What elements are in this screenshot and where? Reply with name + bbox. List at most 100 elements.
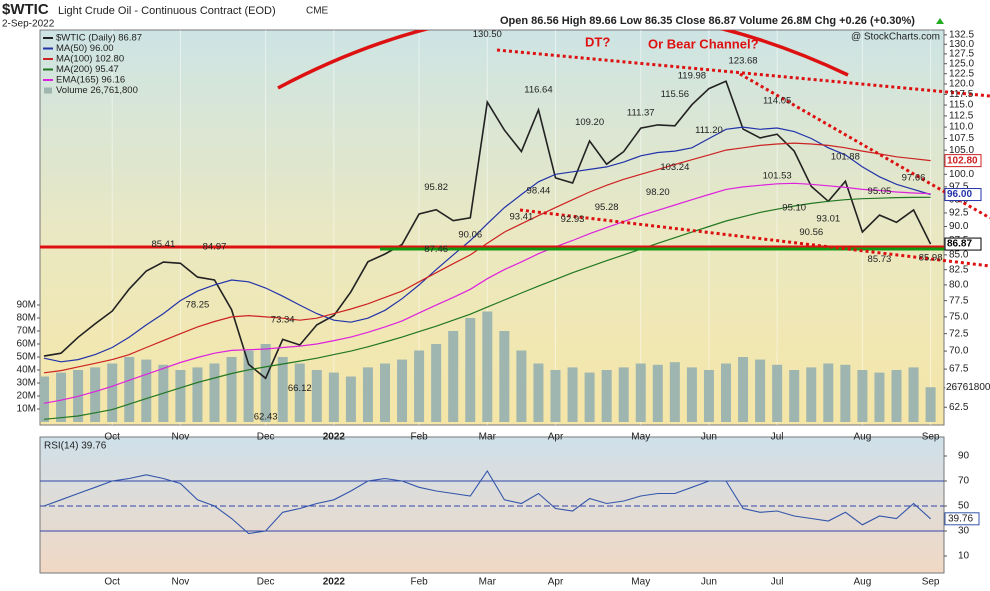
volume-bar xyxy=(328,372,339,423)
y-tick-label: 70.0 xyxy=(949,346,969,357)
x-tick-label: Aug xyxy=(854,432,872,443)
price-tag xyxy=(944,237,982,251)
volume-bar xyxy=(448,330,459,423)
x-tick-label: Dec xyxy=(257,432,275,443)
price-annotation: 95.28 xyxy=(595,202,619,213)
y-tick-label: 130.0 xyxy=(949,39,974,50)
volume-bar xyxy=(925,387,936,423)
series-line xyxy=(43,196,931,420)
y-tick-label: 100.0 xyxy=(949,169,974,180)
price-annotation: 115.56 xyxy=(661,89,689,100)
legend-label: Volume 26,761,800 xyxy=(56,85,138,96)
rsi-line xyxy=(43,469,931,535)
y2-tick-label: 60M xyxy=(17,339,36,350)
arc xyxy=(277,30,849,90)
price-annotation: 62.43 xyxy=(254,411,278,422)
volume-bar xyxy=(124,356,135,423)
price-annotation: 123.68 xyxy=(729,55,758,66)
x-tick-label: Oct xyxy=(104,577,120,588)
instrument-name: Light Crude Oil - Continuous Contract (E… xyxy=(58,5,276,17)
volume-bar xyxy=(601,370,612,423)
quote: Open 86.56 High 89.66 Low 86.35 Close 86… xyxy=(500,15,915,27)
volume-bar xyxy=(499,330,510,423)
rsi-panel xyxy=(39,436,945,574)
x-tick-label: Oct xyxy=(104,432,120,443)
y-tick-label: 97.5 xyxy=(949,181,969,192)
volume-bar xyxy=(823,363,834,423)
y2-tick-label: 40M xyxy=(17,365,36,376)
volume-bar xyxy=(618,367,629,423)
legend-label: MA(200) 95.47 xyxy=(56,64,119,75)
price-annotation: 109.20 xyxy=(575,117,604,128)
price-annotation: 84.97 xyxy=(203,242,227,253)
price-annotation: 97.66 xyxy=(902,173,926,184)
rsi-tick-label: 70 xyxy=(958,476,970,487)
volume-bar xyxy=(260,343,271,423)
volume-bar xyxy=(738,356,749,423)
price-annotation: 66.12 xyxy=(288,383,312,394)
x-tick-label: Mar xyxy=(479,432,497,443)
x-tick-label: Apr xyxy=(548,577,564,588)
volume-bar xyxy=(226,356,237,423)
y-tick-label: 82.5 xyxy=(949,264,969,275)
rsi-tick-label: 30 xyxy=(958,526,970,537)
x-tick-label: Sep xyxy=(922,577,940,588)
series-line xyxy=(43,142,931,374)
x-tick-label: May xyxy=(631,432,650,443)
volume-bar xyxy=(192,367,203,423)
note: Or Bear Channel? xyxy=(648,36,759,51)
volume-bar xyxy=(857,370,868,423)
x-tick-label: Nov xyxy=(172,577,190,588)
volume-tag-label: 26761800 xyxy=(946,382,990,393)
x-tick-label: Dec xyxy=(257,577,275,588)
legend-label: MA(100) 102.80 xyxy=(56,54,124,65)
volume-bar xyxy=(465,317,476,423)
price-annotation: 90.56 xyxy=(799,227,823,238)
price-annotation: 93.01 xyxy=(816,214,840,225)
x-tick-label: Sep xyxy=(922,432,940,443)
price-tag-label: 96.00 xyxy=(947,189,972,200)
price-annotation: 111.20 xyxy=(695,125,723,136)
y-tick-label: 122.5 xyxy=(949,68,974,79)
volume-bar xyxy=(482,311,493,423)
price-annotation: 85.98 xyxy=(919,253,943,264)
volume-bar xyxy=(243,350,254,423)
channel-top xyxy=(496,48,990,98)
volume-bar xyxy=(772,364,783,423)
x-tick-label: Jul xyxy=(771,577,784,588)
series-line xyxy=(43,80,932,380)
price-annotation: 98.20 xyxy=(646,187,670,198)
x-tick-label: Apr xyxy=(548,432,564,443)
volume-bar xyxy=(874,372,885,423)
volume-bar xyxy=(533,363,544,423)
price-annotation: 85.41 xyxy=(151,239,175,250)
price-annotation: 130.50 xyxy=(473,29,502,40)
volume-bar xyxy=(56,372,67,423)
date: 2-Sep-2022 xyxy=(2,19,55,30)
rsi-tick-label: 90 xyxy=(958,451,970,462)
volume-bar xyxy=(635,363,646,423)
x-tick-label: 2022 xyxy=(323,577,346,588)
price-annotation: 101.53 xyxy=(763,170,792,181)
volume-bar xyxy=(908,367,919,423)
y-tick-label: 107.5 xyxy=(949,133,974,144)
channel-bottom xyxy=(519,208,990,268)
volume-bar xyxy=(431,343,442,423)
volume-bar xyxy=(550,370,561,423)
up-arrow xyxy=(936,18,944,24)
volume-bar xyxy=(584,372,595,423)
price-annotation: 98.44 xyxy=(527,186,551,197)
y-tick-label: 72.5 xyxy=(949,328,969,339)
y2-tick-label: 50M xyxy=(17,352,36,363)
volume-bar xyxy=(311,370,322,423)
price-annotation: 85.73 xyxy=(868,254,892,265)
y2-tick-label: 80M xyxy=(17,313,36,324)
rsi-tag xyxy=(944,512,980,526)
symbol: $WTIC xyxy=(2,1,49,18)
volume-tag xyxy=(945,381,990,394)
volume-bar xyxy=(107,363,118,423)
legend-label: $WTIC (Daily) 86.87 xyxy=(56,33,142,44)
price-annotation: 92.93 xyxy=(561,214,585,225)
